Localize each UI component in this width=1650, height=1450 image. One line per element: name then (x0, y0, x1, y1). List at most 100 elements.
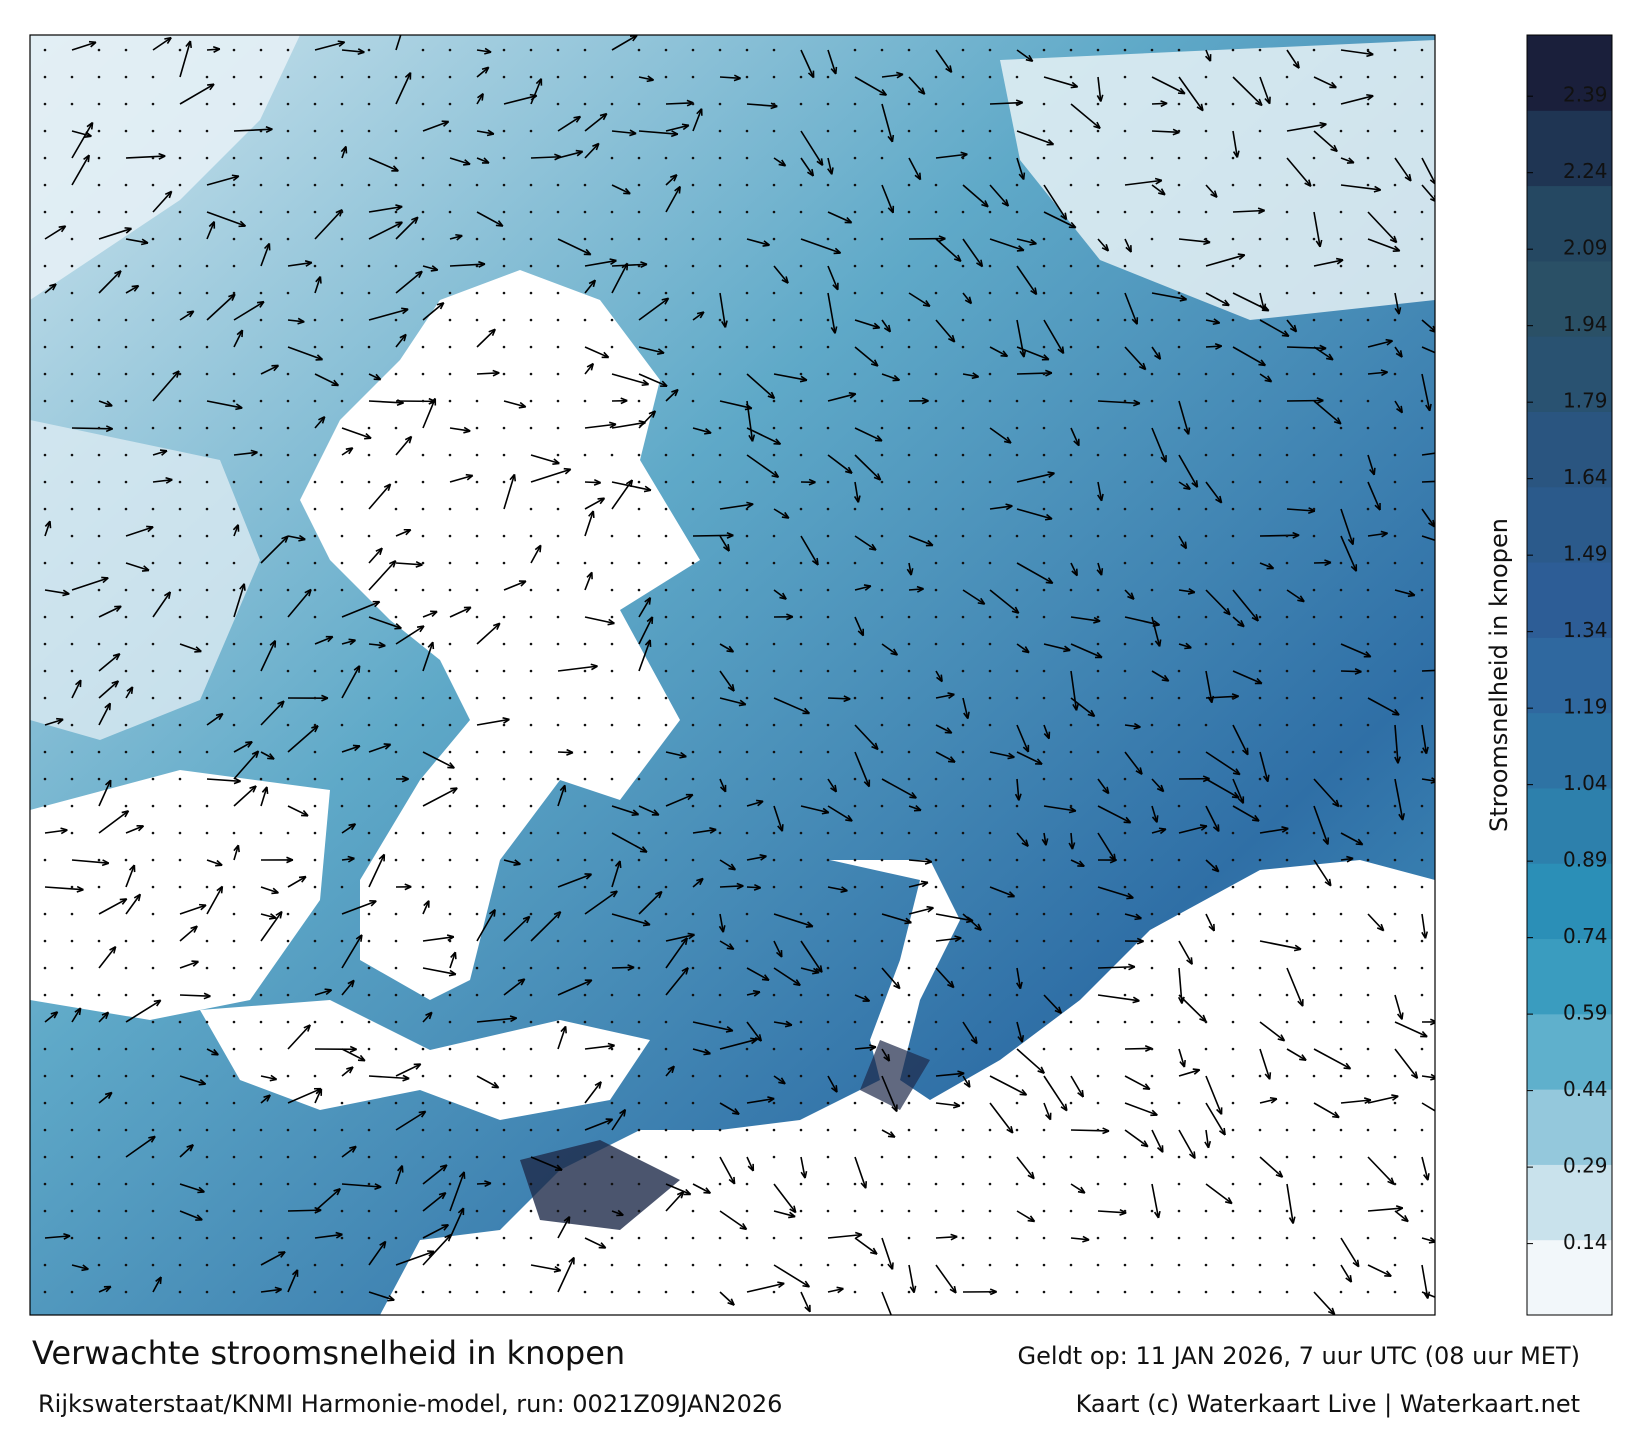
arrow-head (872, 322, 881, 330)
grid-dot (232, 642, 236, 646)
grid-dot (772, 1101, 776, 1105)
grid-dot (97, 534, 101, 538)
arrow-head (1330, 144, 1338, 153)
current-arrow (611, 913, 651, 926)
arrow-head (862, 995, 871, 1002)
grid-dot (745, 264, 749, 268)
grid-dot (1042, 669, 1046, 673)
grid-dot (637, 939, 641, 943)
grid-dot (1258, 1290, 1262, 1294)
grid-dot (1177, 1182, 1181, 1186)
grid-dot (1312, 1155, 1316, 1159)
arrow-head (643, 485, 652, 493)
grid-dot (556, 777, 560, 781)
grid-dot (691, 723, 695, 727)
current-arrow (1205, 345, 1222, 348)
current-arrow (1178, 825, 1208, 834)
arrow-head (1346, 855, 1354, 863)
arrow-head (304, 588, 312, 597)
current-arrow (422, 1224, 449, 1239)
grid-dot (664, 696, 668, 700)
grid-dot (151, 1155, 155, 1159)
grid-dot (799, 318, 803, 322)
grid-dot (1096, 1047, 1100, 1051)
current-arrow (1016, 778, 1020, 801)
current-arrow (1421, 346, 1435, 354)
arrow-head (926, 905, 934, 913)
grid-dot (205, 1128, 209, 1132)
grid-dot (1231, 237, 1235, 241)
grid-dot (421, 1047, 425, 1051)
grid-dot (1366, 939, 1370, 943)
grid-dot (448, 642, 452, 646)
grid-dot (988, 291, 992, 295)
grid-dot (151, 372, 155, 376)
grid-dot (475, 858, 479, 862)
grid-dot (1096, 426, 1100, 430)
grid-dot (799, 1209, 803, 1213)
arrow-head (383, 743, 392, 750)
grid-dot (394, 993, 398, 997)
current-arrow (341, 745, 361, 753)
arrow-head (388, 560, 397, 568)
grid-dot (880, 345, 884, 349)
arrow-head (981, 200, 989, 208)
arrow-head (778, 1077, 786, 1085)
current-arrow (1394, 346, 1403, 358)
current-arrow (1259, 76, 1271, 104)
current-arrow (530, 1264, 561, 1272)
arrow-head (1119, 1208, 1127, 1216)
grid-dot (232, 1209, 236, 1213)
current-arrow (341, 934, 363, 969)
grid-dot (1204, 561, 1208, 565)
arrow-head (231, 174, 240, 182)
grid-dot (529, 426, 533, 430)
current-arrow (719, 885, 744, 888)
grid-dot (1096, 507, 1100, 511)
grid-dot (259, 345, 263, 349)
current-arrow (530, 468, 571, 483)
grid-dot (1015, 1236, 1019, 1240)
grid-dot (70, 777, 74, 781)
grid-dot (880, 804, 884, 808)
arrow-head (788, 1211, 796, 1219)
arrow-head (655, 890, 663, 899)
arrow-head (761, 974, 770, 981)
grid-dot (1285, 1155, 1289, 1159)
grid-dot (853, 156, 857, 160)
arrow-head (395, 221, 403, 229)
grid-dot (313, 210, 317, 214)
map-title: Verwachte stroomsnelheid in knopen (32, 1334, 625, 1372)
current-arrow (665, 937, 688, 969)
arrow-head (518, 401, 527, 409)
grid-dot (664, 561, 668, 565)
grid-dot (610, 75, 614, 79)
arrow-head (1376, 923, 1385, 932)
grid-dot (259, 696, 263, 700)
grid-dot (475, 1263, 479, 1267)
grid-dot (907, 1074, 911, 1078)
grid-dot (421, 1101, 425, 1105)
grid-dot (313, 345, 317, 349)
arrow-head (1017, 1035, 1025, 1043)
arrow-head (575, 149, 584, 157)
grid-dot (70, 831, 74, 835)
arrow-head (1259, 303, 1267, 312)
current-arrow (44, 1011, 59, 1023)
arrow-head (971, 372, 980, 380)
grid-dot (1258, 102, 1262, 106)
grid-dot (448, 453, 452, 457)
current-arrow (1178, 1129, 1196, 1159)
grid-dot (556, 588, 560, 592)
grid-dot (259, 129, 263, 133)
grid-dot (1258, 237, 1262, 241)
grid-dot (151, 1020, 155, 1024)
current-arrow (638, 410, 656, 429)
arrow-head (552, 458, 560, 465)
grid-dot (394, 588, 398, 592)
arrow-head (44, 520, 52, 529)
grid-dot (529, 831, 533, 835)
grid-dot (394, 750, 398, 754)
grid-dot (1150, 210, 1154, 214)
arrow-head (1082, 1235, 1090, 1243)
